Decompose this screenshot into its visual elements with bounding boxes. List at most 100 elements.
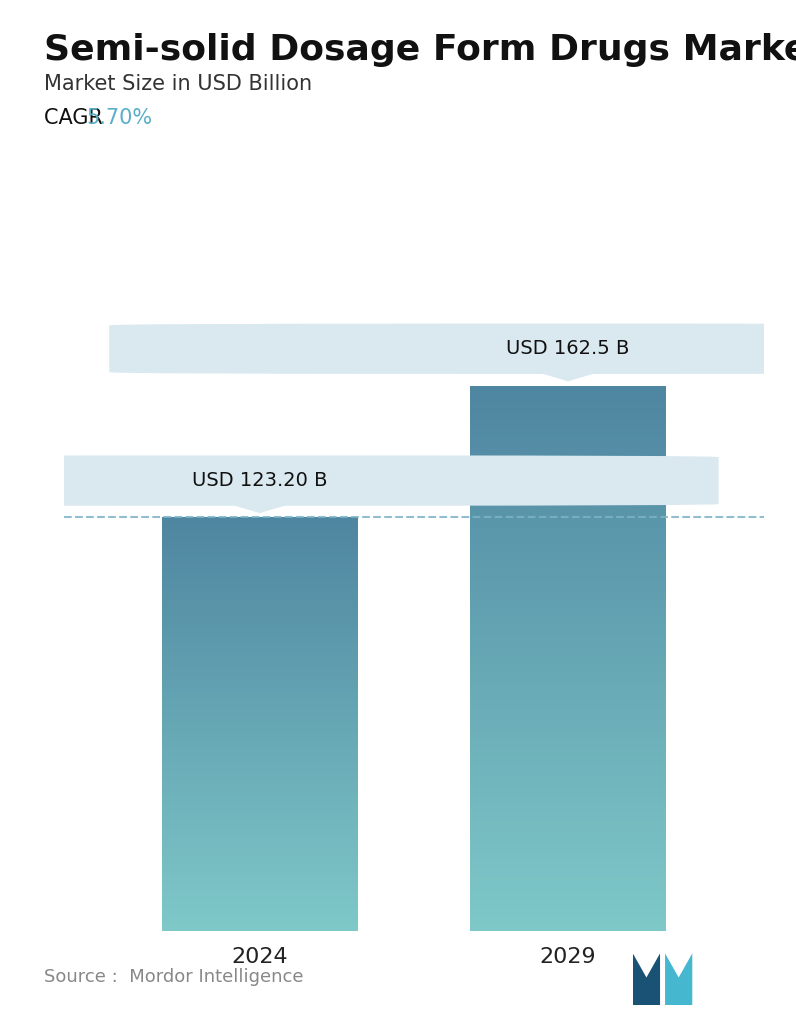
Bar (470, 791, 666, 792)
Bar (470, 845, 666, 847)
Bar (470, 840, 666, 842)
Bar (470, 508, 666, 509)
Bar (162, 586, 358, 587)
Bar (470, 389, 666, 391)
Bar (162, 611, 358, 612)
Bar (470, 402, 666, 404)
Bar (470, 741, 666, 743)
Bar (470, 631, 666, 633)
Bar (470, 480, 666, 482)
Bar (470, 743, 666, 746)
Bar (162, 527, 358, 528)
Bar (470, 782, 666, 784)
Bar (470, 763, 666, 765)
Bar (162, 706, 358, 707)
Bar (470, 818, 666, 820)
Bar (470, 506, 666, 508)
Bar (162, 910, 358, 911)
Text: CAGR: CAGR (44, 108, 109, 127)
Bar (162, 822, 358, 823)
FancyBboxPatch shape (0, 455, 719, 506)
Bar (162, 926, 358, 927)
Bar (470, 698, 666, 700)
Bar (162, 575, 358, 577)
Bar (470, 404, 666, 405)
Bar (162, 826, 358, 827)
Bar (162, 618, 358, 619)
Bar (162, 816, 358, 818)
Bar (470, 458, 666, 460)
Bar (470, 748, 666, 749)
Bar (162, 832, 358, 834)
Bar (162, 637, 358, 639)
Bar (470, 734, 666, 736)
Text: USD 162.5 B: USD 162.5 B (506, 339, 630, 358)
Bar (162, 628, 358, 629)
Bar (470, 746, 666, 748)
Bar (162, 811, 358, 812)
Bar (470, 542, 666, 544)
Bar (470, 446, 666, 448)
Bar (162, 557, 358, 558)
Bar (162, 612, 358, 614)
Bar (162, 848, 358, 849)
Bar (162, 589, 358, 590)
Bar (470, 676, 666, 678)
Bar (470, 388, 666, 389)
Bar (162, 691, 358, 693)
Bar (470, 645, 666, 647)
Bar (470, 729, 666, 731)
Bar (470, 875, 666, 876)
Bar (470, 851, 666, 852)
Bar (162, 888, 358, 889)
Bar (162, 614, 358, 615)
Bar (162, 558, 358, 560)
Bar (470, 531, 666, 533)
Bar (162, 643, 358, 644)
Bar (470, 760, 666, 762)
Bar (162, 599, 358, 600)
Bar (162, 560, 358, 561)
Bar (470, 590, 666, 592)
Bar (470, 733, 666, 734)
Bar (470, 561, 666, 564)
Bar (162, 519, 358, 520)
Bar (470, 465, 666, 467)
Bar (470, 660, 666, 662)
Bar (162, 803, 358, 805)
Bar (162, 625, 358, 627)
Bar (470, 558, 666, 560)
Bar (162, 927, 358, 930)
Bar (162, 881, 358, 882)
Bar (470, 738, 666, 740)
Bar (162, 635, 358, 636)
Bar (470, 650, 666, 652)
Bar (470, 811, 666, 813)
Bar (162, 624, 358, 625)
Bar (162, 896, 358, 898)
Bar (470, 890, 666, 892)
Bar (162, 699, 358, 701)
Bar (162, 844, 358, 845)
Bar (162, 687, 358, 689)
Bar (162, 781, 358, 782)
Bar (470, 926, 666, 929)
Bar (162, 711, 358, 713)
Bar (162, 863, 358, 864)
Bar (470, 620, 666, 621)
Bar (470, 607, 666, 609)
Bar (162, 719, 358, 720)
Bar (470, 624, 666, 626)
Bar (470, 544, 666, 546)
Bar (470, 693, 666, 695)
Bar (470, 705, 666, 707)
Bar (470, 678, 666, 680)
Bar (470, 522, 666, 523)
Bar (162, 677, 358, 678)
Bar (162, 549, 358, 550)
Bar (470, 529, 666, 531)
Bar (162, 603, 358, 604)
Bar (162, 695, 358, 697)
Bar (470, 504, 666, 506)
Bar (162, 808, 358, 810)
